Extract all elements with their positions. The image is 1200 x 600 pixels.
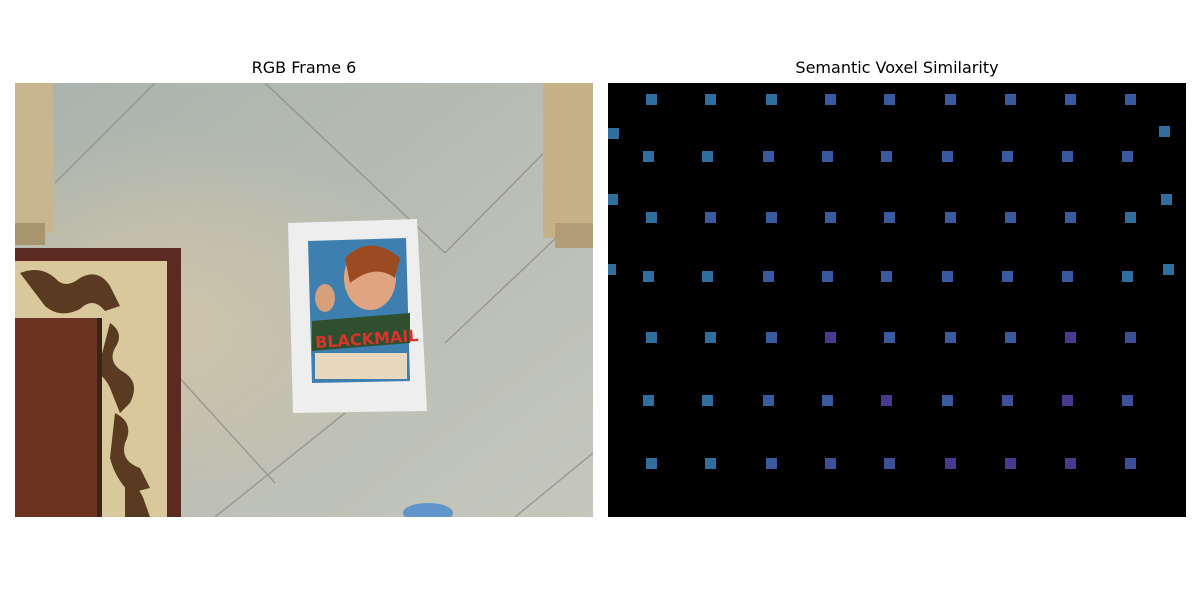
voxel-cell: [1125, 212, 1136, 223]
voxel-cell: [1125, 458, 1136, 469]
voxel-cell: [608, 264, 616, 275]
voxel-cell: [945, 94, 956, 105]
voxel-cell: [646, 332, 657, 343]
voxel-cell: [881, 395, 892, 406]
voxel-cell: [822, 271, 833, 282]
voxel-cell: [643, 395, 654, 406]
voxel-cell: [646, 458, 657, 469]
voxel-cell: [702, 271, 713, 282]
voxel-cell: [945, 458, 956, 469]
voxel-cell: [705, 458, 716, 469]
voxel-cell: [1125, 332, 1136, 343]
voxel-cell: [1005, 332, 1016, 343]
voxel-cell: [766, 94, 777, 105]
voxel-cell: [945, 212, 956, 223]
voxel-cell: [942, 271, 953, 282]
poster: BLACKMAIL: [288, 219, 427, 413]
voxel-cell: [881, 271, 892, 282]
voxel-cell: [1005, 458, 1016, 469]
voxel-cell: [884, 458, 895, 469]
voxel-cell: [942, 151, 953, 162]
voxel-cell: [702, 151, 713, 162]
rgb-frame-title: RGB Frame 6: [251, 58, 357, 77]
voxel-cell: [763, 151, 774, 162]
voxel-cell: [1062, 271, 1073, 282]
voxel-cell: [1125, 94, 1136, 105]
voxel-cell: [1163, 264, 1174, 275]
voxel-cell: [884, 212, 895, 223]
voxel-similarity-title: Semantic Voxel Similarity: [795, 58, 999, 77]
voxel-cell: [1065, 332, 1076, 343]
voxel-cell: [705, 332, 716, 343]
voxel-cell: [945, 332, 956, 343]
voxel-cell: [646, 212, 657, 223]
voxel-cell: [942, 395, 953, 406]
voxel-cell: [1122, 271, 1133, 282]
voxel-cell: [884, 332, 895, 343]
voxel-cell: [822, 395, 833, 406]
voxel-cell: [643, 271, 654, 282]
voxel-cell: [1161, 194, 1172, 205]
voxel-cell: [1005, 212, 1016, 223]
voxel-cell: [766, 212, 777, 223]
voxel-cell: [646, 94, 657, 105]
voxel-cell: [1002, 395, 1013, 406]
voxel-cell: [766, 332, 777, 343]
voxel-cell: [1122, 395, 1133, 406]
voxel-cell: [825, 332, 836, 343]
voxel-cell: [1002, 151, 1013, 162]
voxel-cell: [1002, 271, 1013, 282]
voxel-cell: [705, 94, 716, 105]
cabinet-left: [15, 83, 53, 245]
voxel-cell: [1159, 126, 1170, 137]
voxel-cell: [705, 212, 716, 223]
voxel-cell: [766, 458, 777, 469]
voxel-cell: [822, 151, 833, 162]
voxel-cell: [825, 212, 836, 223]
voxel-cell: [881, 151, 892, 162]
voxel-similarity-map: [608, 83, 1186, 517]
rug: [15, 248, 181, 517]
voxel-cell: [1062, 151, 1073, 162]
voxel-cell: [763, 395, 774, 406]
cabinet-right: [543, 83, 593, 248]
voxel-cell: [763, 271, 774, 282]
voxel-cell: [884, 94, 895, 105]
voxel-cell: [1122, 151, 1133, 162]
voxel-cell: [1062, 395, 1073, 406]
voxel-cell: [643, 151, 654, 162]
rgb-frame-image: BLACKMAIL: [15, 83, 593, 517]
voxel-cell: [1005, 94, 1016, 105]
voxel-cell: [702, 395, 713, 406]
blue-object: [403, 503, 453, 517]
voxel-cell: [1065, 212, 1076, 223]
voxel-cell: [608, 194, 618, 205]
voxel-cell: [608, 128, 619, 139]
voxel-cell: [1065, 94, 1076, 105]
voxel-cell: [825, 94, 836, 105]
voxel-cell: [825, 458, 836, 469]
voxel-cell: [1065, 458, 1076, 469]
